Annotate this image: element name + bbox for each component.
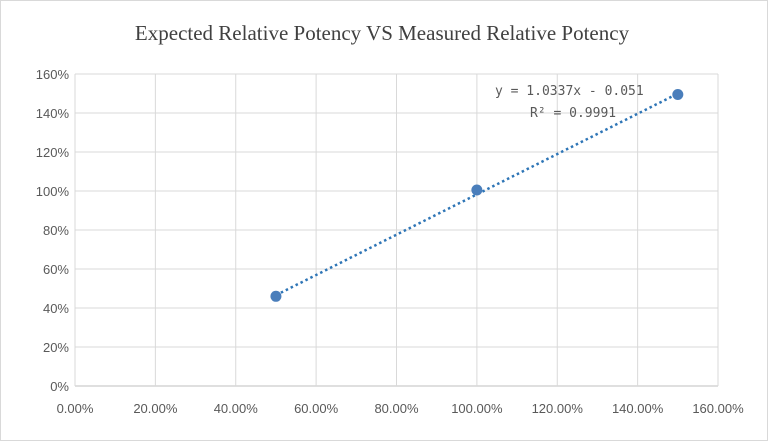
x-tick-label: 120.00%	[532, 401, 584, 416]
y-tick-label: 0%	[50, 379, 69, 394]
x-tick-label: 20.00%	[133, 401, 178, 416]
y-tick-label: 60%	[43, 262, 69, 277]
y-tick-label: 80%	[43, 223, 69, 238]
x-tick-label: 160.00%	[692, 401, 744, 416]
data-point	[672, 88, 684, 100]
y-tick-label: 20%	[43, 340, 69, 355]
y-tick-label: 40%	[43, 301, 69, 316]
x-tick-label: 80.00%	[374, 401, 419, 416]
trendline	[275, 92, 679, 297]
x-tick-label: 40.00%	[214, 401, 259, 416]
trendline-r-squared: R² = 0.9991	[530, 106, 616, 121]
y-axis-tick-labels: 0% 20% 40% 60% 80% 100% 120% 140% 160%	[36, 67, 70, 394]
data-point	[471, 184, 483, 196]
y-tick-label: 160%	[36, 67, 70, 82]
y-tick-label: 140%	[36, 106, 70, 121]
x-tick-label: 140.00%	[612, 401, 664, 416]
x-axis-tick-labels: 0.00% 20.00% 40.00% 60.00% 80.00% 100.00% 120.…	[57, 401, 745, 416]
y-tick-label: 120%	[36, 145, 70, 160]
data-point	[270, 290, 282, 302]
y-tick-label: 100%	[36, 184, 70, 199]
trendline-equation: y = 1.0337x - 0.051	[495, 84, 644, 99]
x-tick-label: 0.00%	[57, 401, 94, 416]
x-tick-label: 60.00%	[294, 401, 339, 416]
data-points	[270, 88, 684, 302]
gridlines	[74, 73, 719, 387]
x-tick-label: 100.00%	[451, 401, 503, 416]
chart-title: Expected Relative Potency VS Measured Re…	[135, 21, 630, 45]
